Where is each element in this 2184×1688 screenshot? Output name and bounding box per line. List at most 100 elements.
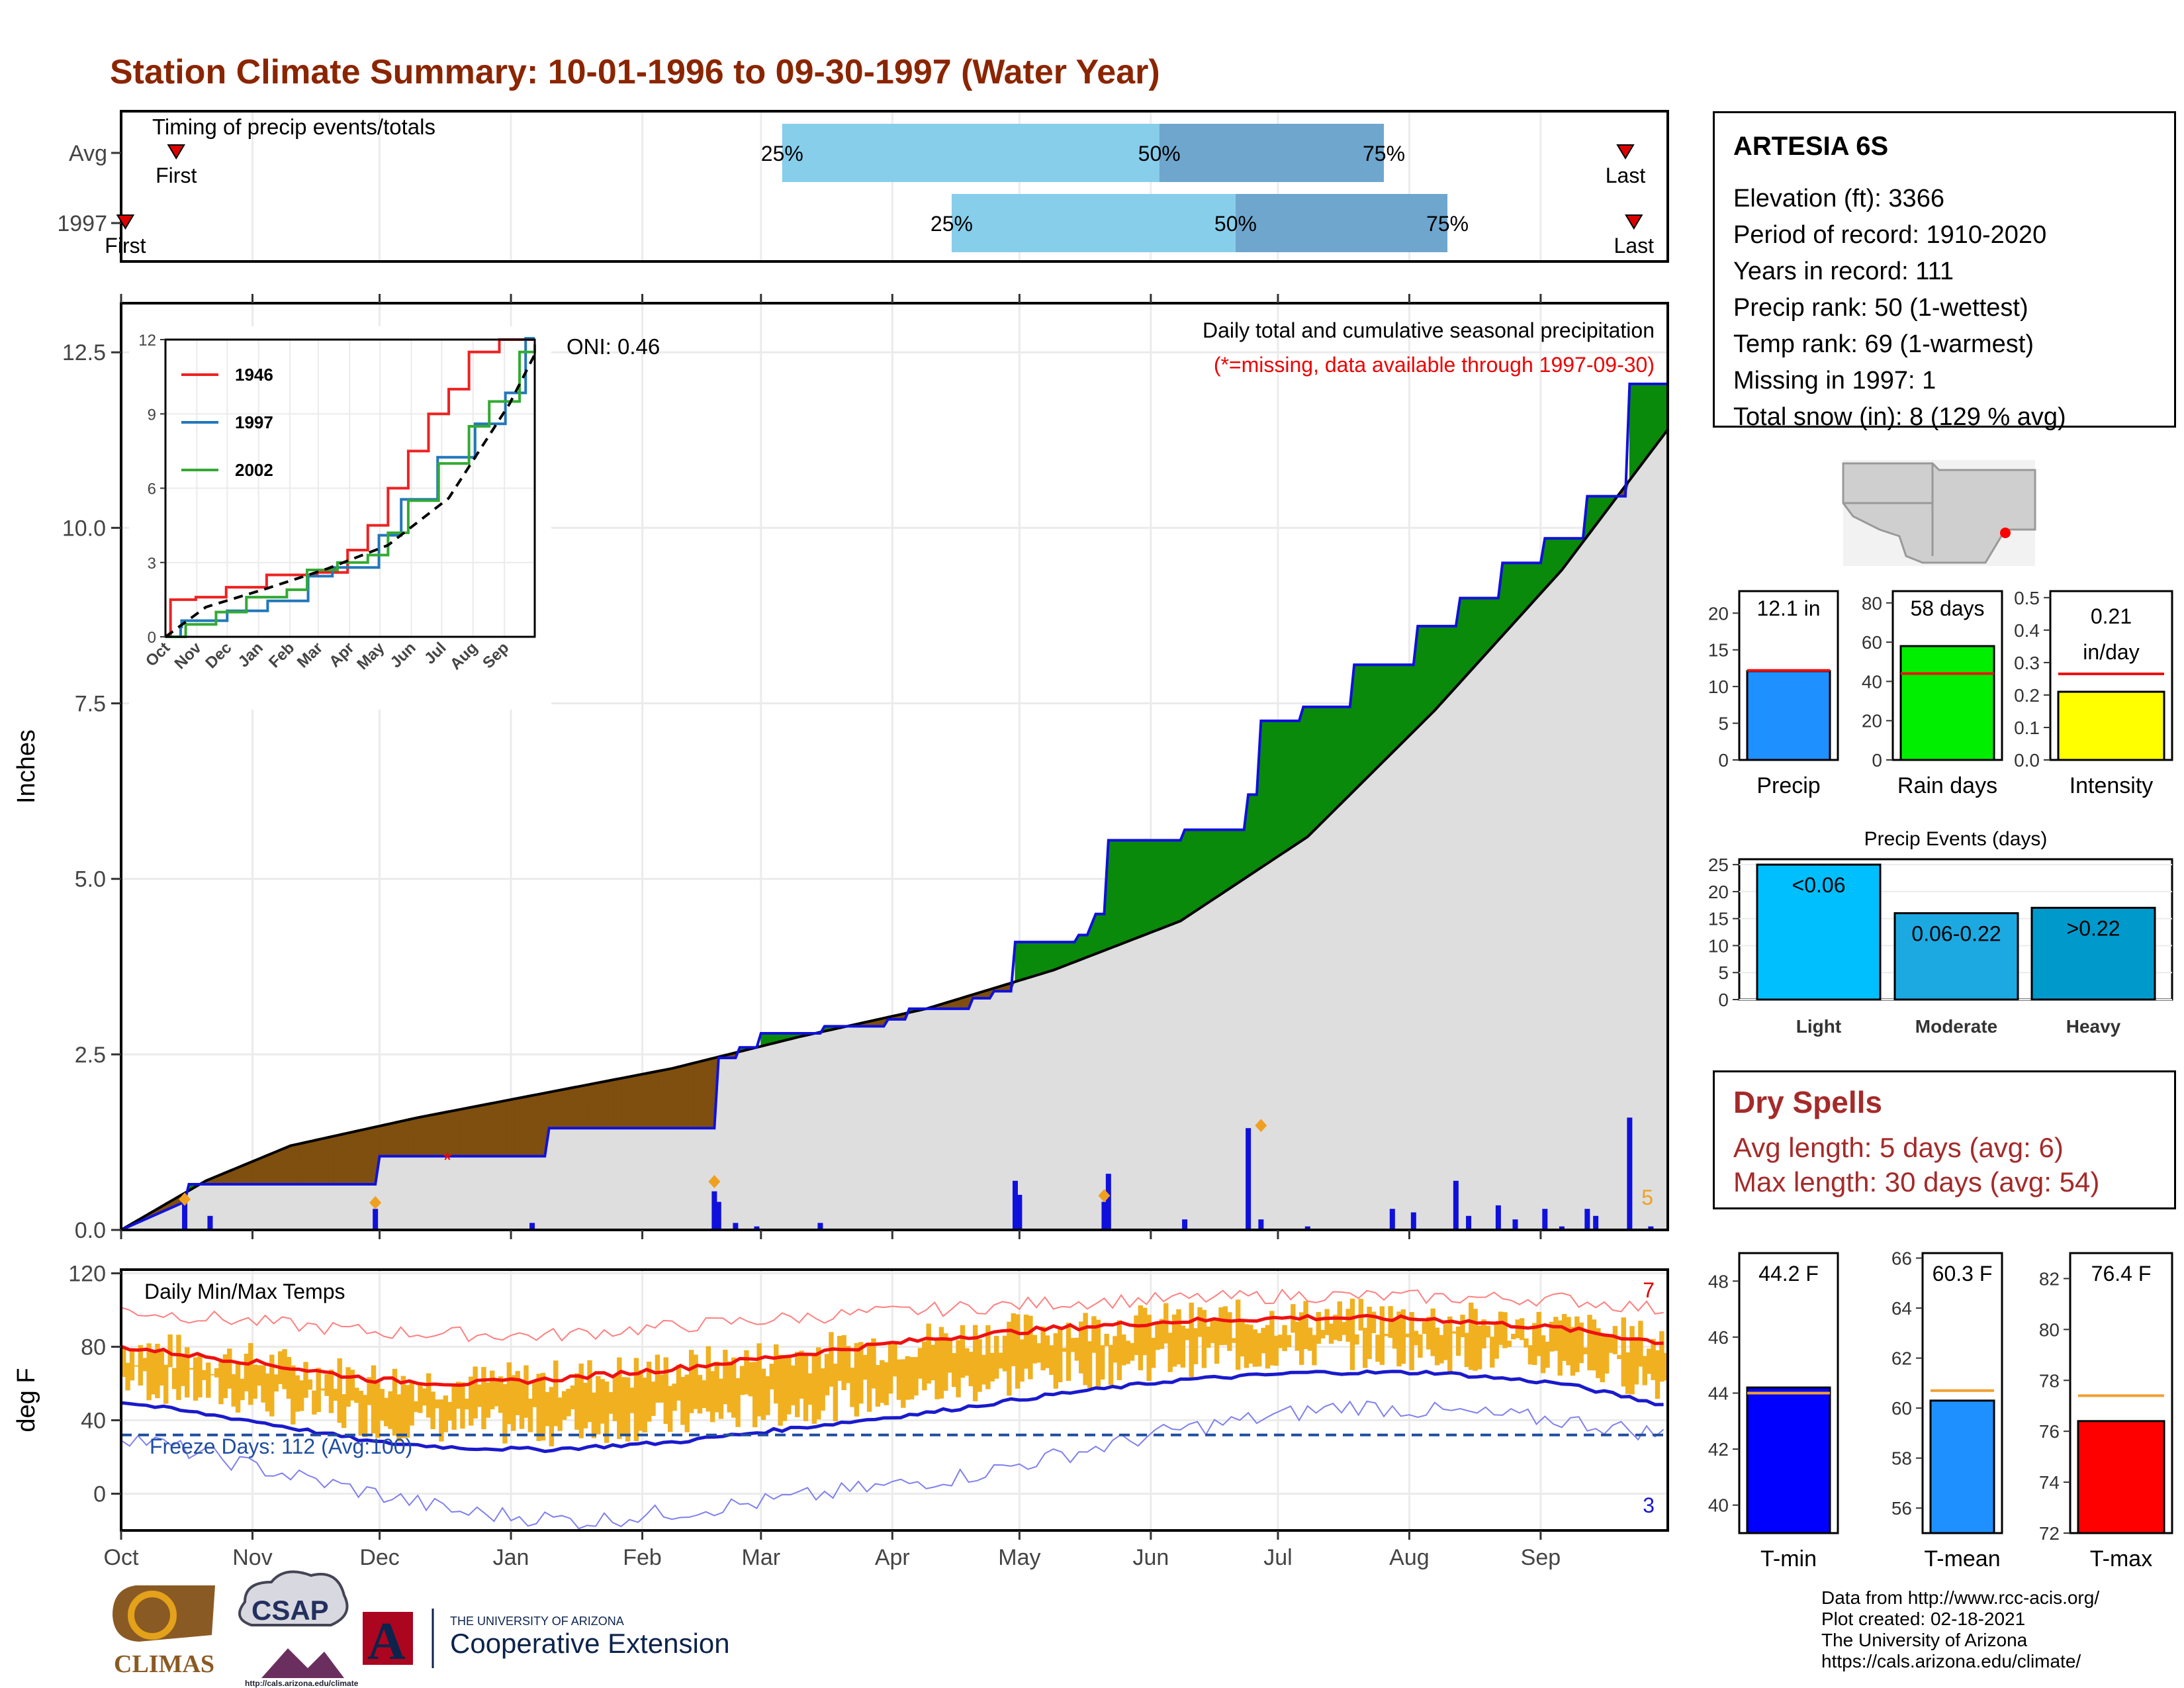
- events-y-tick: 15: [1708, 909, 1729, 929]
- daily-temp-bar: [197, 1353, 203, 1397]
- temp-title: Daily Min/Max Temps: [144, 1280, 345, 1303]
- daily-temp-bar: [1473, 1309, 1478, 1371]
- daily-temp-bar: [1524, 1338, 1529, 1348]
- daily-temp-bar: [807, 1373, 813, 1405]
- bar-y-tick: 42: [1708, 1439, 1729, 1460]
- station-location-marker: [2000, 528, 2011, 538]
- daily-temp-bar: [756, 1343, 762, 1417]
- daily-temp-bar: [858, 1342, 864, 1404]
- month-tick-label: Jan: [493, 1545, 529, 1570]
- daily-precip-bar: [1466, 1215, 1472, 1230]
- daily-temp-bar: [1363, 1327, 1368, 1368]
- temp-y-axis-label: deg F: [13, 1368, 40, 1432]
- daily-temp-bar: [646, 1361, 652, 1422]
- daily-temp-bar: [591, 1392, 597, 1438]
- daily-temp-bar: [1540, 1335, 1546, 1374]
- daily-temp-bar: [1155, 1322, 1160, 1350]
- bar-y-tick: 80: [2039, 1319, 2060, 1340]
- daily-temp-bar: [1295, 1321, 1300, 1351]
- timing-last-label: Last: [1614, 234, 1655, 258]
- daily-temp-bar: [536, 1374, 541, 1441]
- daily-temp-bar: [964, 1348, 970, 1376]
- daily-temp-bar: [1545, 1341, 1550, 1368]
- month-tick-label: Sep: [1521, 1545, 1561, 1570]
- inset-average-line: [164, 353, 536, 638]
- bar-x-label: Rain days: [1897, 773, 1997, 798]
- daily-temp-bar: [1345, 1309, 1351, 1342]
- bar-y-tick: 72: [2039, 1523, 2060, 1544]
- daily-temp-bar: [167, 1334, 173, 1368]
- bar-y-tick: 60: [1891, 1398, 1912, 1419]
- summary-bar-intensity: [2057, 690, 2165, 761]
- daily-temp-bar: [549, 1387, 555, 1446]
- daily-temp-bar: [1146, 1315, 1152, 1382]
- daily-temp-bar: [748, 1362, 754, 1397]
- daily-temp-bar: [490, 1370, 495, 1409]
- oni-label: ONI: 0.46: [567, 334, 660, 359]
- climas-logo: CLIMAS: [113, 1585, 215, 1678]
- daily-temp-bar: [760, 1368, 766, 1421]
- daily-temp-bar: [672, 1383, 677, 1411]
- daily-temp-bar: [1464, 1333, 1470, 1368]
- daily-temp-bar: [909, 1357, 915, 1400]
- inset-legend-label: 1946: [235, 365, 273, 385]
- daily-temp-bar: [443, 1395, 449, 1432]
- daily-temp-bar: [1104, 1333, 1109, 1346]
- daily-temp-bar: [1388, 1306, 1393, 1338]
- daily-precip-bar: [817, 1223, 823, 1230]
- daily-temp-bar: [1659, 1331, 1664, 1382]
- bar-value-label: in/day: [2083, 640, 2139, 664]
- daily-precip-bar: [1389, 1209, 1395, 1230]
- inset-y-tick: 3: [148, 555, 156, 573]
- daily-temp-bar: [527, 1398, 533, 1432]
- bar-value-label: 58 days: [1910, 596, 1984, 620]
- daily-temp-bar: [532, 1382, 537, 1407]
- daily-temp-bar: [511, 1375, 516, 1431]
- daily-temp-bar: [324, 1374, 330, 1396]
- daily-precip-bar: [1584, 1209, 1590, 1230]
- daily-temp-bar: [1066, 1323, 1071, 1381]
- inset-bg: [129, 326, 551, 710]
- y-tick-label: 80: [81, 1335, 106, 1360]
- daily-temp-bar: [1049, 1345, 1054, 1375]
- daily-temp-bar: [1396, 1311, 1402, 1367]
- station-precip-rank: Precip rank: 50 (1-wettest): [1733, 294, 2028, 322]
- avg-max-line: [120, 1313, 1664, 1387]
- daily-temp-bar: [561, 1391, 567, 1420]
- daily-temp-bar: [930, 1344, 936, 1380]
- summary-bar-t-mean: [1929, 1399, 1995, 1534]
- freeze-days-label: Freeze Days: 112 (Avg:100): [150, 1434, 412, 1458]
- daily-temp-bar: [193, 1357, 199, 1401]
- daily-precip-bar: [1182, 1219, 1188, 1230]
- daily-temp-bar: [307, 1379, 313, 1390]
- daily-temp-bar: [1091, 1316, 1097, 1353]
- daily-temp-bar: [1574, 1316, 1580, 1372]
- daily-precip-bar: [373, 1209, 379, 1230]
- bar-x-label: T-mean: [1924, 1546, 2000, 1571]
- daily-precip-bar: [1593, 1215, 1599, 1230]
- daily-temp-bar: [1651, 1338, 1656, 1380]
- bar-y-tick: 56: [1891, 1498, 1912, 1519]
- inset-y-tick: 12: [138, 332, 156, 350]
- daily-temp-bar: [769, 1364, 775, 1389]
- daily-temp-bar: [1460, 1315, 1465, 1338]
- daily-temp-bar: [1582, 1347, 1588, 1354]
- daily-temp-bar: [240, 1378, 245, 1401]
- timing-bar-25-50: [951, 194, 1236, 252]
- daily-temp-bar: [884, 1362, 889, 1405]
- station-temp-rank: Temp rank: 69 (1-warmest): [1733, 330, 2034, 358]
- month-tick-label: Dec: [359, 1545, 399, 1570]
- timing-last-marker: [1625, 214, 1643, 230]
- daily-temp-bar: [702, 1380, 707, 1409]
- daily-temp-bar: [333, 1389, 338, 1401]
- month-tick-label: Oct: [104, 1545, 139, 1570]
- daily-temp-bar: [799, 1350, 804, 1399]
- daily-temp-bar: [1498, 1311, 1504, 1345]
- daily-temp-bar: [345, 1367, 351, 1407]
- daily-temp-bar: [1185, 1329, 1190, 1340]
- bar-y-tick: 15: [1708, 640, 1729, 661]
- daily-temp-bar: [1129, 1342, 1135, 1361]
- daily-temp-bar: [312, 1390, 317, 1415]
- daily-temp-bar: [1032, 1335, 1037, 1364]
- daily-precip-bar: [1453, 1180, 1459, 1230]
